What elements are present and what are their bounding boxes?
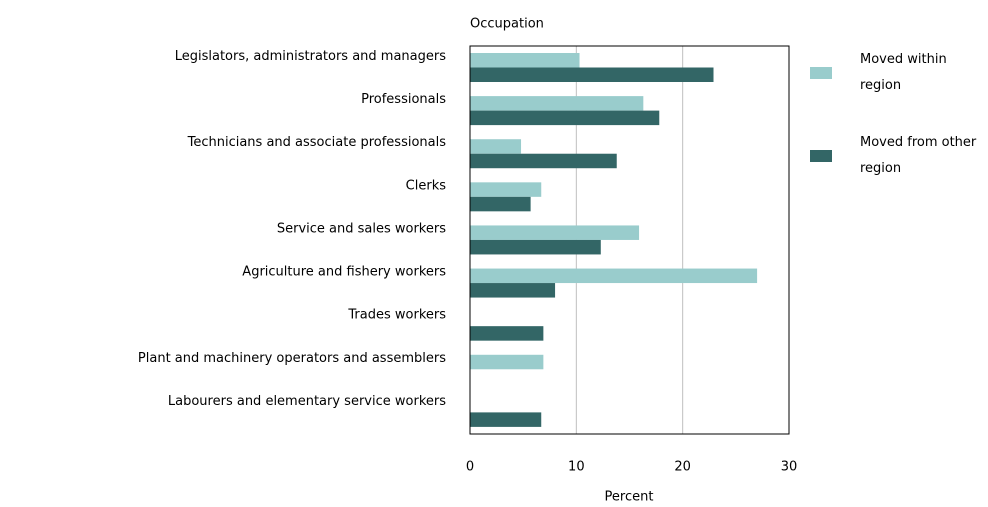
- bar: [470, 239, 601, 255]
- plot-frame: [469, 45, 790, 435]
- legend-swatch: [810, 67, 832, 79]
- bar: [470, 326, 544, 341]
- bar: [470, 412, 542, 427]
- y-tick-label: Clerks: [406, 178, 447, 193]
- y-tick-label: Plant and machinery operators and assemb…: [138, 351, 446, 366]
- bar: [470, 139, 522, 154]
- bar: [470, 96, 644, 111]
- y-tick-label: Professionals: [361, 92, 446, 107]
- y-tick-label: Legislators, administrators and managers: [175, 49, 447, 64]
- legend-swatch: [810, 150, 832, 162]
- bar: [470, 283, 556, 298]
- bar: [470, 268, 758, 284]
- x-tick-label: 10: [568, 460, 585, 475]
- legend-label: Moved within region: [860, 52, 947, 93]
- x-tick-label: 20: [674, 460, 691, 475]
- bar: [470, 53, 580, 68]
- legend-label: Moved from other region: [860, 135, 977, 176]
- bar: [470, 225, 640, 240]
- x-axis-title: Percent: [605, 490, 654, 505]
- y-tick-label: Agriculture and fishery workers: [242, 265, 446, 280]
- y-tick-label: Technicians and associate professionals: [187, 135, 447, 150]
- y-tick-label: Trades workers: [347, 308, 446, 323]
- bar: [470, 110, 660, 126]
- bar: [470, 153, 617, 169]
- bar: [470, 182, 542, 197]
- x-tick-label: 0: [466, 460, 474, 475]
- y-tick-label: Service and sales workers: [277, 221, 446, 236]
- bar: [470, 354, 544, 370]
- bar: [470, 67, 714, 82]
- y-tick-label: Labourers and elementary service workers: [168, 394, 446, 409]
- x-tick-label: 30: [781, 460, 798, 475]
- y-axis-title: Occupation: [470, 17, 544, 32]
- bar: [470, 196, 531, 212]
